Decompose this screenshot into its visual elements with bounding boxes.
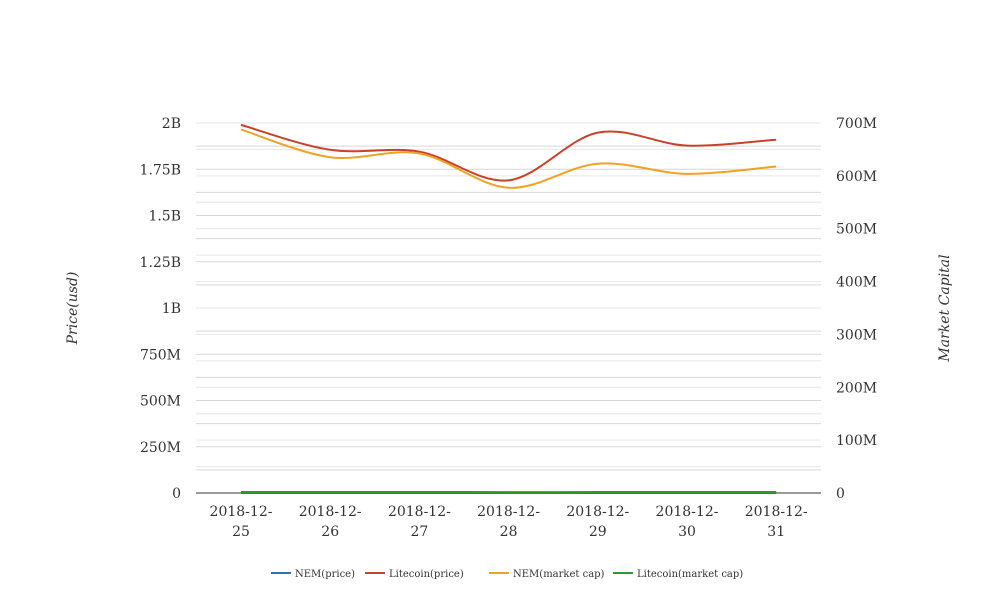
legend-item: Litecoin(price): [365, 569, 464, 580]
y-left-tick-label: 2B: [162, 116, 181, 132]
x-tick-label: 2018-12-29: [566, 504, 629, 540]
legend-label: NEM(price): [295, 569, 355, 580]
x-tick-label: 2018-12-27: [388, 504, 451, 540]
x-tick-label: 2018-12-26: [299, 504, 362, 540]
right-gridlines: [196, 122, 821, 468]
series-lines: [240, 123, 777, 495]
y-left-tick-label: 1.5B: [148, 209, 181, 225]
y-left-tick-label: 750M: [140, 347, 181, 363]
y-right-tick-label: 400M: [836, 275, 877, 291]
legend: NEM(price) Litecoin(price) NEM(market cap)…: [271, 569, 743, 580]
left-gridlines: [196, 122, 821, 471]
y-right-tick-label: 600M: [836, 169, 877, 185]
y-left-tick-label: 1.25B: [140, 255, 181, 271]
y-right-tick-label: 700M: [836, 116, 877, 132]
y-left-tick-label: 1.75B: [140, 162, 181, 178]
y-left-tick-label: 0: [172, 486, 181, 502]
y-right-tick-label: 300M: [836, 327, 877, 343]
x-axis-ticks: 2018-12-25 2018-12-26 2018-12-27 2018-12-28…: [210, 504, 808, 540]
y-right-tick-label: 100M: [836, 433, 877, 449]
y-left-axis-title: Price(usd): [65, 272, 81, 346]
legend-label: NEM(market cap): [513, 569, 605, 580]
y-left-tick-label: 250M: [140, 440, 181, 456]
legend-label: Litecoin(price): [389, 569, 464, 580]
x-tick-label: 2018-12-25: [210, 504, 273, 540]
legend-item: NEM(price): [271, 569, 355, 580]
series-line-litecoin-price: [240, 123, 777, 182]
y-left-tick-label: 1B: [162, 301, 181, 317]
legend-item: Litecoin(market cap): [613, 569, 743, 580]
series-line-nem-market-cap: [240, 128, 777, 189]
left-axis-ticks: 0 250M 500M 750M 1B 1.25B 1.5B 1.75B 2B: [140, 116, 181, 502]
x-tick-label: 2018-12-31: [745, 504, 808, 540]
y-left-tick-label: 500M: [140, 394, 181, 410]
legend-item: NEM(market cap): [489, 569, 605, 580]
y-right-tick-label: 500M: [836, 222, 877, 238]
x-tick-label: 2018-12-28: [477, 504, 540, 540]
y-right-tick-label: 0: [836, 486, 845, 502]
x-tick-label: 2018-12-30: [656, 504, 719, 540]
y-right-axis-title: Market Capital: [937, 254, 953, 362]
right-axis-ticks: 0 100M 200M 300M 400M 500M 600M 700M: [836, 116, 877, 502]
y-right-tick-label: 200M: [836, 380, 877, 396]
legend-label: Litecoin(market cap): [637, 569, 743, 580]
